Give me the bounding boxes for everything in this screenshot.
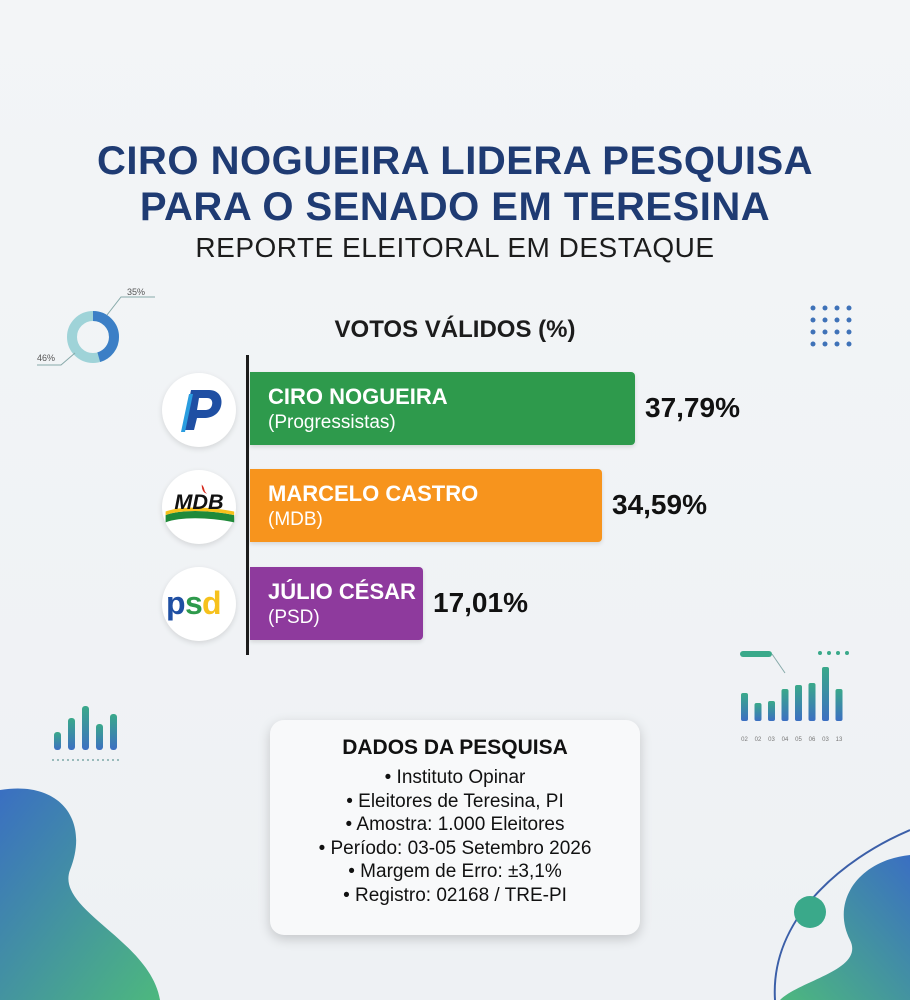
survey-info-box: DADOS DA PESQUISA • Instituto Opinar • E… bbox=[270, 720, 640, 935]
bar-party-name: (PSD) bbox=[268, 607, 320, 628]
survey-info-item: • Instituto Opinar bbox=[384, 767, 526, 788]
mini-chart-tick: 02 bbox=[755, 737, 762, 743]
mini-chart-bar bbox=[754, 703, 762, 721]
progressistas-logo bbox=[162, 373, 236, 447]
mini-chart-tick: 06 bbox=[809, 737, 816, 743]
bar-2: MARCELO CASTRO (MDB) bbox=[250, 469, 602, 542]
survey-info-title: DADOS DA PESQUISA bbox=[342, 736, 568, 759]
mini-chart-tick: 04 bbox=[782, 737, 789, 743]
bar-party-name: (Progressistas) bbox=[268, 412, 396, 433]
chart-axis-line bbox=[246, 355, 249, 655]
survey-info-list: • Instituto Opinar • Eleitores de Teresi… bbox=[270, 766, 640, 907]
mini-chart-tick: 03 bbox=[822, 737, 829, 743]
bar-candidate-name: MARCELO CASTRO bbox=[268, 481, 479, 506]
bar-candidate-name: CIRO NOGUEIRA bbox=[268, 384, 448, 409]
mini-chart-tick: 03 bbox=[768, 737, 775, 743]
page-subtitle: REPORTE ELEITORAL EM DESTAQUE bbox=[195, 232, 715, 263]
donut-label-bottom: 46% bbox=[37, 353, 55, 363]
bar-3: JÚLIO CÉSAR (PSD) bbox=[250, 567, 423, 640]
title-line-2: PARA O SENADO EM TERESINA bbox=[139, 185, 771, 229]
background-wave-right bbox=[773, 829, 910, 1000]
background-wave-left bbox=[0, 788, 160, 1000]
survey-info-item: • Eleitores de Teresina, PI bbox=[346, 790, 564, 812]
page-title: CIRO NOGUEIRA LIDERA PESQUISA PARA O SEN… bbox=[0, 138, 910, 230]
svg-text:d: d bbox=[202, 585, 222, 621]
survey-info-item: • Amostra: 1.000 Eleitores bbox=[345, 814, 565, 835]
bar-value-label: 34,59% bbox=[612, 489, 707, 520]
mini-bars-decoration bbox=[52, 706, 122, 761]
title-line-1: CIRO NOGUEIRA LIDERA PESQUISA bbox=[96, 139, 814, 183]
dots-decoration bbox=[810, 305, 852, 347]
mini-chart-bar bbox=[795, 685, 802, 721]
mini-chart-tick: 02 bbox=[741, 737, 748, 743]
chart-title: VOTOS VÁLIDOS (%) bbox=[334, 316, 576, 343]
mini-chart-bar bbox=[768, 701, 775, 721]
mini-chart-decoration: 02 02 03 04 05 06 03 13 bbox=[740, 651, 849, 743]
bar-party-name: (MDB) bbox=[268, 509, 323, 530]
mini-chart-bar bbox=[822, 667, 829, 721]
bar-candidate-name: JÚLIO CÉSAR bbox=[268, 579, 416, 604]
survey-info-item: • Registro: 02168 / TRE-PI bbox=[343, 884, 567, 906]
mini-chart-tick: 05 bbox=[795, 737, 802, 743]
donut-decoration: 35% 46% bbox=[37, 287, 155, 366]
donut-label-top: 35% bbox=[127, 287, 145, 297]
mini-chart-bar bbox=[835, 689, 843, 721]
mini-chart-bar bbox=[741, 693, 748, 721]
svg-text:p: p bbox=[166, 585, 186, 621]
mini-chart-tick: 13 bbox=[836, 737, 843, 743]
svg-text:s: s bbox=[185, 585, 203, 621]
mdb-logo-text: MDB bbox=[174, 489, 223, 514]
mini-chart-bar bbox=[781, 689, 789, 721]
bar-value-label: 17,01% bbox=[433, 587, 528, 618]
mini-chart-bar bbox=[808, 683, 816, 721]
mdb-logo: MDB bbox=[162, 470, 236, 544]
bar-value-label: 37,79% bbox=[645, 392, 740, 423]
survey-info-item: • Período: 03-05 Setembro 2026 bbox=[318, 837, 592, 859]
survey-info-item: • Margem de Erro: ±3,1% bbox=[348, 861, 562, 882]
bar-1: CIRO NOGUEIRA (Progressistas) bbox=[250, 372, 635, 445]
psd-logo: p s d bbox=[162, 567, 236, 641]
